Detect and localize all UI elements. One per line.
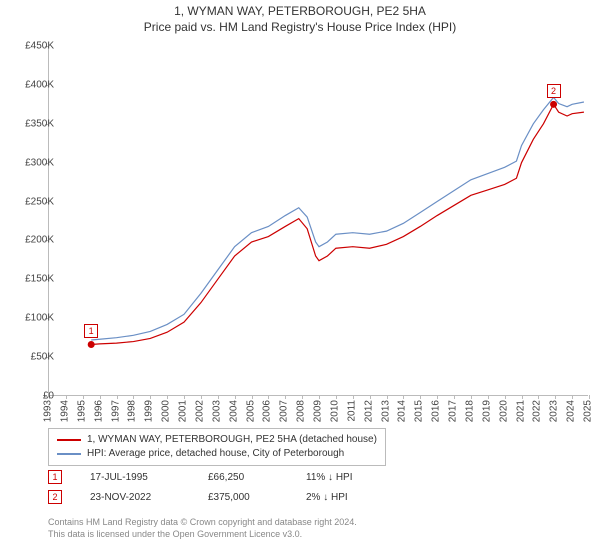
x-tick-label: 1993 bbox=[43, 400, 54, 422]
y-tick-label: £400K bbox=[4, 79, 54, 90]
entry-date: 23-NOV-2022 bbox=[90, 492, 180, 503]
legend: 1, WYMAN WAY, PETERBOROUGH, PE2 5HA (det… bbox=[48, 428, 386, 466]
title-line2: Price paid vs. HM Land Registry's House … bbox=[0, 20, 600, 34]
legend-item: HPI: Average price, detached house, City… bbox=[57, 447, 377, 461]
x-tick-label: 1998 bbox=[127, 400, 138, 422]
x-tick-label: 2011 bbox=[346, 400, 357, 422]
entry-date: 17-JUL-1995 bbox=[90, 472, 180, 483]
price-marker-dot bbox=[88, 341, 95, 348]
x-tick-label: 1999 bbox=[144, 400, 155, 422]
chart-svg bbox=[49, 46, 589, 396]
footer-line1: Contains HM Land Registry data © Crown c… bbox=[48, 516, 357, 528]
x-tick-label: 2012 bbox=[363, 400, 374, 422]
y-tick-label: £200K bbox=[4, 235, 54, 246]
series-line bbox=[91, 104, 584, 344]
y-tick-label: £250K bbox=[4, 196, 54, 207]
x-tick-label: 2003 bbox=[211, 400, 222, 422]
entry-delta: 2% ↓ HPI bbox=[306, 492, 348, 503]
x-tick-label: 2007 bbox=[279, 400, 290, 422]
y-tick-label: £0 bbox=[4, 391, 54, 402]
x-tick-label: 1997 bbox=[110, 400, 121, 422]
x-tick-label: 2022 bbox=[532, 400, 543, 422]
x-tick-label: 2010 bbox=[329, 400, 340, 422]
footer-line2: This data is licensed under the Open Gov… bbox=[48, 528, 357, 540]
legend-swatch bbox=[57, 439, 81, 441]
x-tick-label: 1994 bbox=[59, 400, 70, 422]
x-tick-label: 2001 bbox=[178, 400, 189, 422]
x-tick-label: 2014 bbox=[397, 400, 408, 422]
chart-container: 1, WYMAN WAY, PETERBOROUGH, PE2 5HA Pric… bbox=[0, 0, 600, 560]
chart-area: 12 1993199419951996199719981999200020012… bbox=[48, 46, 588, 416]
x-tick-label: 2025 bbox=[583, 400, 594, 422]
y-tick-label: £50K bbox=[4, 352, 54, 363]
x-tick-label: 2009 bbox=[313, 400, 324, 422]
series-line bbox=[91, 97, 584, 340]
title-block: 1, WYMAN WAY, PETERBOROUGH, PE2 5HA Pric… bbox=[0, 0, 600, 34]
entries-table: 1 17-JUL-1995 £66,250 11% ↓ HPI 2 23-NOV-2022… bbox=[48, 470, 353, 510]
x-tick-label: 2002 bbox=[194, 400, 205, 422]
entry-delta: 11% ↓ HPI bbox=[306, 472, 353, 483]
price-marker-dot bbox=[550, 101, 557, 108]
x-tick-label: 2006 bbox=[262, 400, 273, 422]
price-marker-label: 1 bbox=[84, 324, 98, 338]
legend-swatch bbox=[57, 453, 81, 455]
x-tick-label: 2000 bbox=[161, 400, 172, 422]
footer: Contains HM Land Registry data © Crown c… bbox=[48, 516, 357, 540]
x-tick-label: 2016 bbox=[431, 400, 442, 422]
x-tick-label: 2004 bbox=[228, 400, 239, 422]
x-tick-label: 1996 bbox=[93, 400, 104, 422]
price-marker-label: 2 bbox=[547, 84, 561, 98]
y-tick-label: £150K bbox=[4, 274, 54, 285]
title-line1: 1, WYMAN WAY, PETERBOROUGH, PE2 5HA bbox=[0, 4, 600, 18]
x-tick-label: 1995 bbox=[76, 400, 87, 422]
entry-price: £66,250 bbox=[208, 472, 278, 483]
x-tick-label: 2013 bbox=[380, 400, 391, 422]
entry-marker: 1 bbox=[48, 470, 62, 484]
legend-text: 1, WYMAN WAY, PETERBOROUGH, PE2 5HA (det… bbox=[87, 433, 377, 447]
x-tick-label: 2019 bbox=[481, 400, 492, 422]
legend-text: HPI: Average price, detached house, City… bbox=[87, 447, 344, 461]
x-tick-label: 2018 bbox=[464, 400, 475, 422]
plot-region: 12 bbox=[48, 46, 588, 396]
y-tick-label: £300K bbox=[4, 157, 54, 168]
x-tick-label: 2015 bbox=[414, 400, 425, 422]
x-tick-label: 2021 bbox=[515, 400, 526, 422]
x-tick-label: 2024 bbox=[566, 400, 577, 422]
x-tick-label: 2023 bbox=[549, 400, 560, 422]
entry-row: 2 23-NOV-2022 £375,000 2% ↓ HPI bbox=[48, 490, 353, 504]
legend-item: 1, WYMAN WAY, PETERBOROUGH, PE2 5HA (det… bbox=[57, 433, 377, 447]
entry-row: 1 17-JUL-1995 £66,250 11% ↓ HPI bbox=[48, 470, 353, 484]
x-tick-label: 2005 bbox=[245, 400, 256, 422]
y-tick-label: £350K bbox=[4, 118, 54, 129]
entry-marker: 2 bbox=[48, 490, 62, 504]
entry-price: £375,000 bbox=[208, 492, 278, 503]
y-tick-label: £100K bbox=[4, 313, 54, 324]
x-tick-label: 2020 bbox=[498, 400, 509, 422]
x-tick-label: 2017 bbox=[448, 400, 459, 422]
x-tick-label: 2008 bbox=[296, 400, 307, 422]
y-tick-label: £450K bbox=[4, 41, 54, 52]
